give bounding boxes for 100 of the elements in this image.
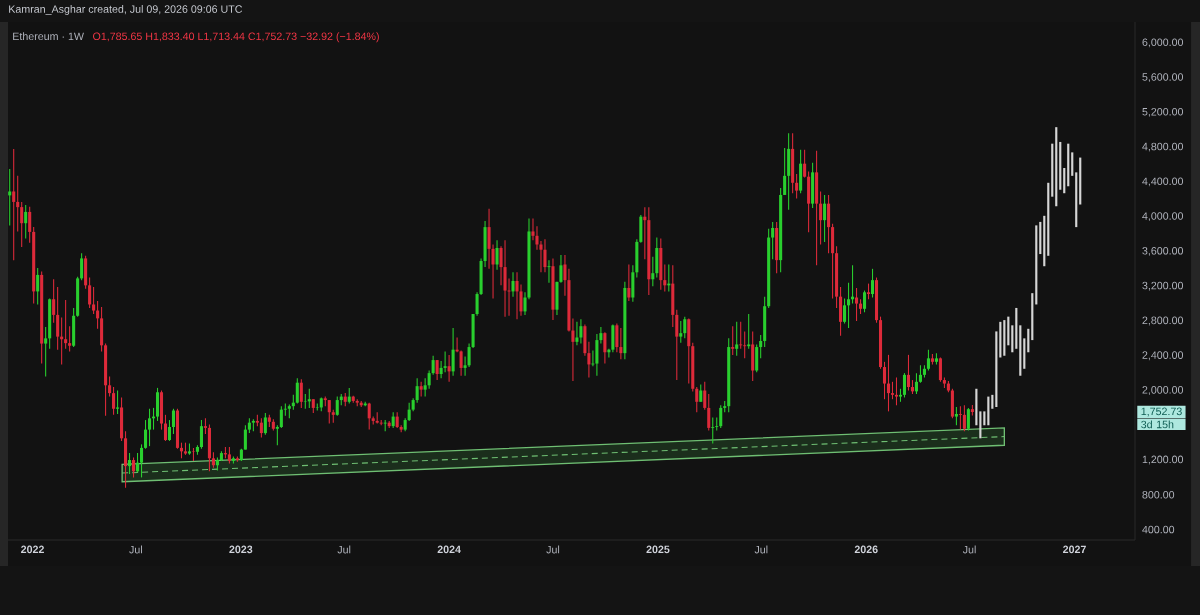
candlestick: [28, 206, 32, 244]
y-tick-label: 5,600.00: [1142, 73, 1184, 83]
text: O1,785.65 H1,833.40 L1,713.44 C1,752.73 −32.92 (−1.84%): [93, 32, 379, 43]
candlestick: [24, 204, 28, 239]
x-tick-label: 2024: [437, 545, 461, 554]
bar: [1043, 215, 1046, 267]
candlestick: [92, 286, 96, 315]
candlestick: [711, 416, 715, 445]
candlestick: [132, 456, 136, 478]
candlestick: [407, 402, 411, 422]
candlestick: [263, 412, 267, 436]
candlestick: [827, 194, 831, 254]
candlestick: [495, 239, 499, 271]
x-tick-label: 2025: [646, 545, 670, 554]
candlestick: [447, 354, 451, 383]
candlestick: [108, 376, 112, 398]
candlestick: [651, 256, 655, 287]
bar: [1023, 338, 1026, 369]
candlestick: [327, 399, 331, 425]
y-tick-label: 3,600.00: [1142, 247, 1184, 256]
candlestick: [855, 287, 859, 322]
candlestick: [783, 147, 787, 196]
candlestick: [603, 331, 607, 365]
bar: [1063, 168, 1066, 194]
candlestick: [575, 321, 579, 346]
candlestick: [795, 173, 799, 199]
candlestick: [435, 359, 439, 381]
candlestick: [295, 377, 299, 405]
candlestick: [914, 372, 918, 395]
candlestick: [88, 276, 92, 309]
candlestick: [547, 259, 551, 284]
candlestick: [703, 381, 707, 411]
candlestick: [279, 405, 283, 429]
candlestick: [902, 372, 907, 398]
candlestick: [167, 419, 172, 442]
x-tick-label: 2022: [21, 545, 44, 554]
candlestick: [627, 263, 631, 302]
bar: [1015, 307, 1018, 349]
y-tick-label: 6,000.00: [1142, 38, 1184, 48]
bar: [975, 388, 978, 426]
candlestick: [147, 408, 152, 447]
candlestick: [759, 334, 763, 359]
candlestick: [52, 278, 56, 324]
candlestick: [415, 377, 419, 404]
candlestick: [243, 424, 247, 451]
candlestick: [128, 452, 132, 475]
bar: [1067, 143, 1070, 187]
bar: [999, 321, 1002, 358]
x-tick-label: Jul: [129, 545, 142, 554]
bar: [995, 331, 998, 408]
y-tick-label: 2,000.00: [1142, 386, 1184, 395]
bar: [987, 396, 990, 426]
candlestick: [12, 148, 16, 261]
bar: [1027, 328, 1030, 353]
candlestick: [367, 402, 371, 431]
candlestick: [515, 271, 519, 320]
candlestick: [882, 361, 887, 400]
candlestick: [679, 320, 683, 344]
y-tick-label: 2,400.00: [1142, 351, 1184, 361]
candlestick: [819, 190, 823, 246]
bar: [1007, 316, 1010, 346]
y-tick-label: 3,200.00: [1142, 281, 1184, 291]
candlestick: [443, 350, 447, 373]
y-tick-label: 4,400.00: [1142, 177, 1184, 187]
candlestick: [275, 424, 279, 446]
candlestick: [966, 407, 970, 432]
bar: [1071, 152, 1074, 176]
candlestick: [68, 325, 72, 352]
candlestick: [906, 354, 911, 392]
candlestick: [938, 356, 942, 383]
candlestick: [954, 406, 958, 426]
bar: [1075, 172, 1078, 228]
candlestick: [459, 349, 463, 377]
y-tick-label: 4,800.00: [1142, 142, 1184, 152]
candlestick: [139, 443, 144, 478]
candlestick: [595, 333, 599, 377]
x-tick-label: Jul: [962, 545, 976, 554]
candlestick: [823, 194, 827, 243]
candlestick: [675, 309, 679, 381]
y-tick-label: 1,200.00: [1142, 455, 1184, 465]
bar: [1079, 157, 1082, 205]
candlestick: [958, 405, 962, 431]
candlestick: [683, 316, 687, 339]
candlestick: [259, 417, 263, 438]
bar: [1059, 141, 1062, 190]
candlestick: [112, 386, 116, 416]
x-tick-label: Jul: [754, 545, 768, 554]
candlestick: [467, 343, 471, 368]
candlestick: [199, 419, 203, 450]
bar: [991, 394, 994, 409]
candlestick: [707, 393, 711, 432]
candlestick: [739, 321, 743, 350]
bar: [1003, 320, 1006, 356]
x-tick-label: 2027: [1063, 545, 1086, 554]
candlestick: [619, 327, 623, 360]
candlestick: [843, 297, 847, 325]
text: Kamran_Asghar created, Jul 09, 2026 09:06 UTC: [9, 5, 243, 15]
bar: [1055, 127, 1058, 207]
y-tick-label: 800.00: [1142, 491, 1175, 499]
bar: [1047, 182, 1050, 256]
